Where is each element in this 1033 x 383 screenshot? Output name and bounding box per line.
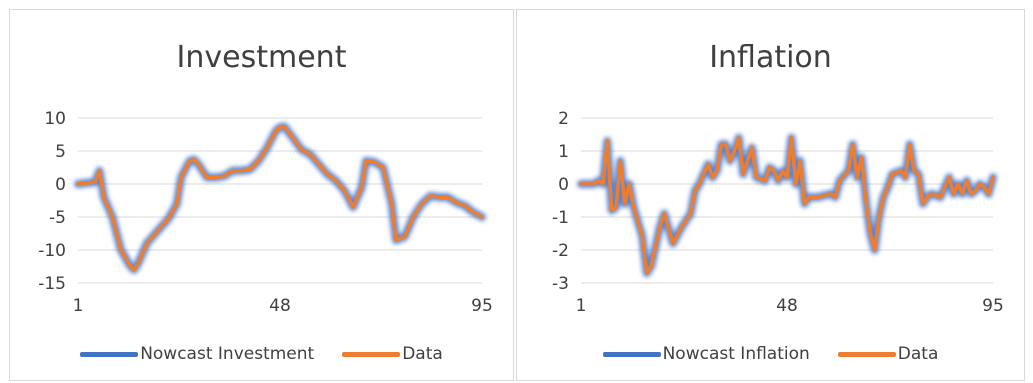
legend-item-data: Data [837,344,939,364]
y-tick-label: 2 [558,109,569,129]
x-tick-label: 1 [576,296,587,316]
inflation-chart-panel: Inflation 2 1 0 -1 -2 -3 1 48 95 Nowcast Inflati… [516,9,1025,381]
y-tick-label: 0 [55,175,66,195]
legend-item-nowcast: Nowcast Investment [80,344,314,364]
legend-swatch-data [837,351,896,357]
y-tick-label: 10 [44,109,66,129]
y-tick-label: -3 [552,274,569,294]
legend: Nowcast Investment Data [10,344,513,364]
chart-title: Investment [176,40,347,75]
series-nowcast-line [74,122,486,274]
y-tick-label: -2 [552,241,569,261]
legend-swatch-nowcast [602,351,661,357]
x-tick-label: 95 [982,296,1004,316]
y-tick-label: -15 [38,274,66,294]
legend-item-data: Data [342,344,443,364]
legend-swatch-nowcast [80,351,139,357]
x-tick-label: 95 [471,296,493,316]
chart-title: Inflation [709,40,832,75]
inflation-plot-area: 2 1 0 -1 -2 -3 1 48 95 [552,109,1004,316]
legend-label: Data [402,344,443,364]
series-data-line [76,124,484,272]
legend-swatch-data [342,351,401,357]
legend-label: Nowcast Investment [140,344,315,364]
x-tick-label: 1 [73,296,84,316]
y-tick-label: 5 [55,142,66,162]
investment-chart-panel: Investment 10 5 0 -5 -10 -15 1 48 95 Nowcast Inv… [9,9,514,381]
y-tick-label: -10 [38,241,66,261]
series-data-line [579,136,995,275]
y-tick-label: -5 [49,208,66,228]
legend-label: Nowcast Inflation [662,344,810,364]
legend: Nowcast Inflation Data [517,344,1024,364]
legend-item-nowcast: Nowcast Inflation [602,344,810,364]
investment-plot-area: 10 5 0 -5 -10 -15 1 48 95 [38,109,493,316]
legend-label: Data [897,344,939,364]
y-tick-label: 0 [558,175,569,195]
y-tick-label: -1 [552,208,569,228]
x-tick-label: 48 [776,296,798,316]
x-tick-label: 48 [269,296,291,316]
y-tick-label: 1 [558,142,569,162]
